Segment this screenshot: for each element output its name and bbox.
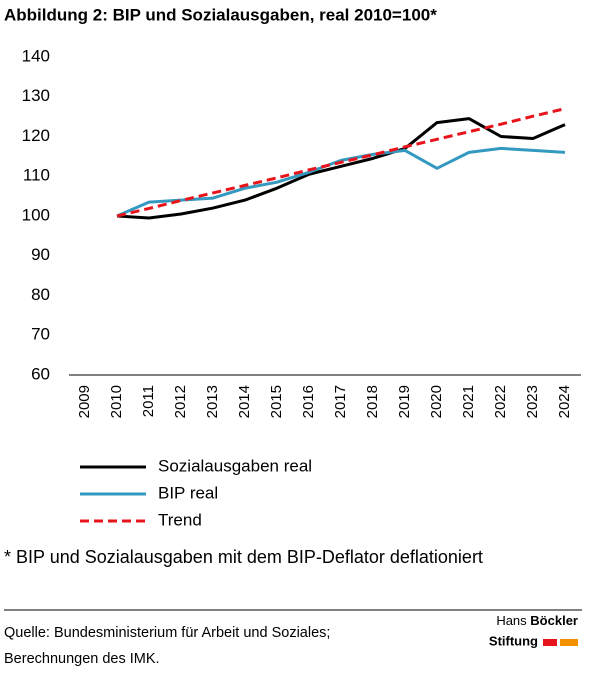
x-tick-label: 2021 [460, 385, 477, 418]
legend-label: BIP real [158, 483, 218, 502]
data-line [116, 146, 566, 218]
x-tick-label: 2020 [428, 385, 445, 418]
x-tick-label: 2011 [140, 385, 157, 417]
chart-title: Abbildung 2: BIP und Sozialausgaben, rea… [4, 5, 437, 24]
x-tick-label: 2013 [204, 385, 221, 418]
y-tick-label: 100 [22, 205, 50, 224]
y-tick-label: 130 [22, 86, 50, 105]
x-tick-label: 2009 [76, 385, 93, 418]
source-line: Quelle: Bundesministerium für Arbeit und… [4, 625, 330, 641]
x-tick-label: 2017 [332, 385, 349, 418]
y-tick-label: 140 [22, 46, 50, 65]
y-tick-label: 90 [31, 245, 50, 264]
x-tick-label: 2024 [556, 385, 573, 418]
y-tick-label: 60 [31, 364, 50, 383]
logo-text: Stiftung [489, 633, 538, 648]
x-tick-label: 2023 [524, 385, 541, 418]
y-tick-label: 70 [31, 325, 50, 344]
y-tick-label: 110 [23, 166, 50, 185]
x-tick-label: 2012 [172, 385, 189, 418]
x-tick-label: 2014 [236, 385, 253, 418]
logo-block [543, 639, 557, 646]
y-tick-label: 120 [22, 126, 50, 145]
logo-text: Hans Böckler [496, 613, 578, 628]
footnote: * BIP und Sozialausgaben mit dem BIP-Def… [4, 547, 483, 567]
x-tick-label: 2018 [364, 385, 381, 418]
x-tick-label: 2016 [300, 385, 317, 418]
x-tick-label: 2019 [396, 385, 413, 418]
y-tick-label: 80 [31, 285, 50, 304]
x-tick-label: 2010 [108, 385, 125, 418]
legend-label: Sozialausgaben real [158, 456, 312, 475]
logo-bold: Böckler [530, 613, 578, 628]
source-line: Berechnungen des IMK. [4, 651, 160, 667]
legend-label: Trend [158, 510, 202, 529]
logo-light: Hans [496, 613, 527, 628]
x-tick-label: 2015 [268, 385, 285, 418]
x-tick-label: 2022 [492, 385, 509, 418]
data-line [116, 107, 566, 218]
logo-block [560, 639, 578, 646]
data-line [116, 117, 566, 220]
